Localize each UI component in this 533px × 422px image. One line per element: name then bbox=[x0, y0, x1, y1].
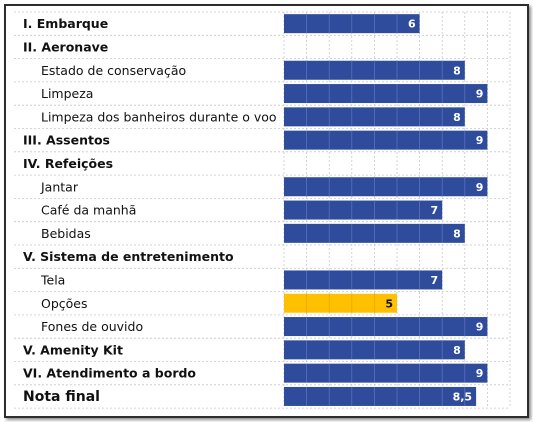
bar bbox=[284, 130, 488, 150]
bar bbox=[284, 270, 443, 290]
chart-row: I. Embarque 6 bbox=[23, 14, 420, 34]
category-label: Limpeza bbox=[41, 86, 93, 101]
chart-row: Bebidas 8 bbox=[41, 223, 465, 243]
chart-row: IV. Refeições bbox=[23, 156, 113, 171]
data-label: 7 bbox=[431, 274, 439, 287]
bar bbox=[284, 177, 488, 197]
category-label: Café da manhã bbox=[41, 203, 136, 218]
chart-row: Estado de conservação 8 bbox=[41, 60, 465, 80]
category-label: V. Amenity Kit bbox=[23, 342, 123, 357]
data-label: 8,5 bbox=[453, 390, 473, 403]
chart-row: Opções 5 bbox=[41, 293, 397, 313]
rating-chart: I. Embarque 6 II. Aeronave Estado de conser… bbox=[4, 4, 529, 418]
category-label: Nota final bbox=[23, 389, 100, 405]
data-label: 8 bbox=[453, 344, 461, 357]
data-label: 8 bbox=[453, 111, 461, 124]
data-label: 8 bbox=[453, 64, 461, 77]
category-label: III. Assentos bbox=[23, 133, 110, 148]
chart-row: II. Aeronave bbox=[23, 39, 108, 54]
category-label: Estado de conservação bbox=[41, 63, 186, 78]
gridlines bbox=[14, 11, 511, 409]
category-label: Limpeza dos banheiros durante o voo bbox=[41, 109, 277, 124]
bar bbox=[284, 200, 443, 220]
category-label: Opções bbox=[41, 296, 88, 311]
data-label: 9 bbox=[476, 181, 484, 194]
bar bbox=[284, 293, 397, 313]
category-label: Tela bbox=[40, 272, 65, 287]
data-label: 9 bbox=[476, 321, 484, 334]
chart-row: Limpeza 9 bbox=[41, 84, 488, 104]
chart-row: III. Assentos 9 bbox=[23, 130, 488, 150]
data-label: 9 bbox=[476, 88, 484, 101]
category-label: II. Aeronave bbox=[23, 39, 108, 54]
chart-canvas: I. Embarque 6 II. Aeronave Estado de conser… bbox=[14, 11, 511, 409]
bar bbox=[284, 386, 477, 406]
chart-row: V. Amenity Kit 8 bbox=[23, 340, 465, 360]
category-label: V. Sistema de entretenimento bbox=[23, 249, 234, 264]
category-label: Fones de ouvido bbox=[41, 319, 143, 334]
category-label: VI. Atendimento a bordo bbox=[23, 366, 196, 381]
category-label: Bebidas bbox=[41, 226, 91, 241]
category-label: IV. Refeições bbox=[23, 156, 113, 171]
data-label: 5 bbox=[385, 297, 393, 310]
chart-row: Tela 7 bbox=[40, 270, 443, 290]
chart-row: Nota final 8,5 bbox=[23, 386, 477, 406]
chart-row: Café da manhã 7 bbox=[41, 200, 443, 220]
data-label: 6 bbox=[408, 18, 416, 31]
category-label: I. Embarque bbox=[23, 16, 108, 31]
data-label: 9 bbox=[476, 134, 484, 147]
category-label: Jantar bbox=[40, 179, 79, 194]
bar bbox=[284, 317, 488, 337]
bar bbox=[284, 84, 488, 104]
data-label: 9 bbox=[476, 367, 484, 380]
chart-row: Jantar 9 bbox=[40, 177, 488, 197]
chart-row: Limpeza dos banheiros durante o voo 8 bbox=[41, 107, 465, 127]
chart-row: VI. Atendimento a bordo 9 bbox=[23, 363, 488, 383]
data-label: 8 bbox=[453, 227, 461, 240]
bar bbox=[284, 363, 488, 383]
chart-row: Fones de ouvido 9 bbox=[41, 317, 488, 337]
chart-row: V. Sistema de entretenimento bbox=[23, 249, 234, 264]
data-label: 7 bbox=[431, 204, 439, 217]
